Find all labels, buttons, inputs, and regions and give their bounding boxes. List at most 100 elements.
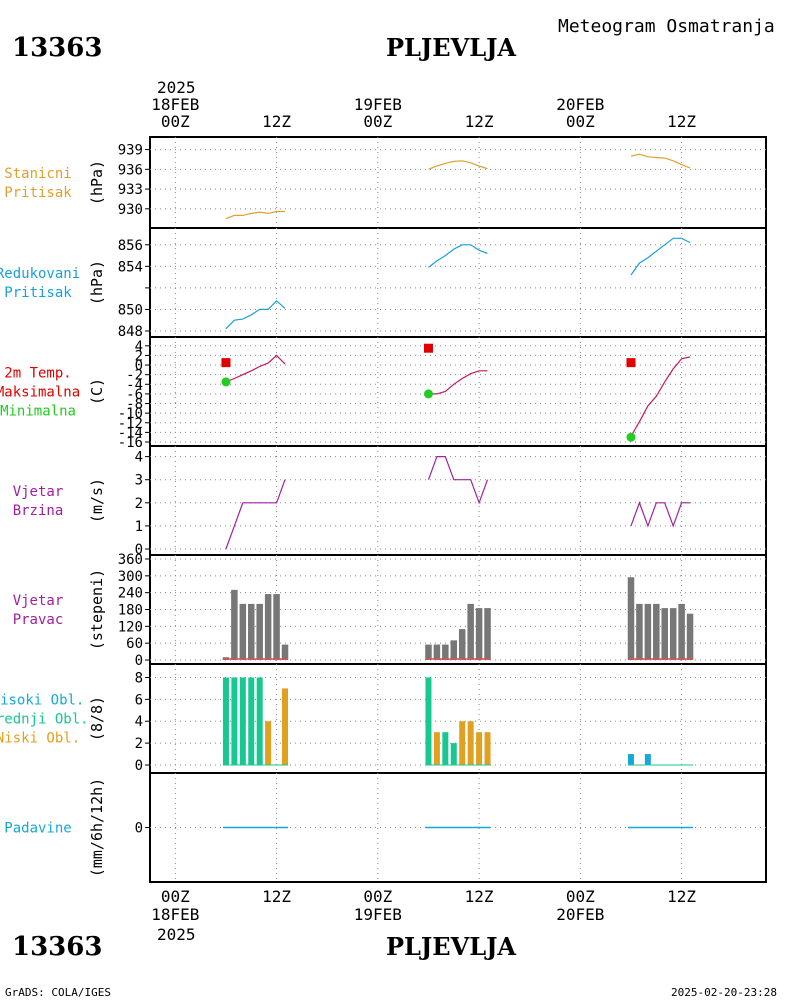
y-tick-label: 2 (135, 736, 143, 752)
station-id-top: 13363 (12, 33, 102, 63)
panel-label: Maksimalna (0, 385, 80, 401)
time-tick-label: 12Z (465, 887, 494, 906)
y-tick-label: 0 (135, 358, 143, 374)
cloud-bar (459, 721, 466, 765)
wind-direction-bar (273, 594, 280, 660)
panel-label: Srednji Obl. (0, 712, 89, 728)
date-label: 19FEB (354, 95, 402, 114)
max-temp-marker (423, 343, 433, 353)
panel-label: Pritisak (4, 185, 72, 201)
y-tick-label: 240 (118, 586, 143, 602)
min-temp-marker (626, 432, 636, 442)
panel-precipitation: 0 (mm/6h/12h) Padavine (4, 772, 767, 883)
y-tick-label: 60 (126, 636, 143, 652)
wind-direction-bar (669, 608, 677, 660)
wind-direction-bar (281, 644, 289, 660)
y-tick-label: 1 (135, 519, 143, 535)
y-tick-label: 4 (135, 714, 143, 730)
series-line (630, 501, 691, 528)
panel-label: Pritisak (4, 285, 72, 301)
cloud-bar (484, 732, 491, 765)
y-tick-label: 6 (135, 692, 143, 708)
panel-label: Vjetar (13, 593, 64, 609)
wind-direction-bar (636, 603, 643, 660)
timestamp: 2025-02-20-23:28 (671, 986, 777, 999)
panel-label: Vjetar (13, 484, 64, 500)
y-axis-unit: (hPa) (88, 160, 106, 205)
station-id-bottom: 13363 (12, 932, 102, 962)
year-top: 2025 (157, 78, 196, 97)
cloud-bar (248, 677, 255, 765)
y-tick-label: 854 (118, 259, 143, 275)
wind-direction-bar (475, 608, 483, 660)
series-line (225, 479, 286, 550)
cloud-bar (256, 677, 263, 765)
panel-label: Pravac (13, 612, 64, 628)
y-axis-unit: (mm/6h/12h) (88, 778, 106, 877)
series-line (225, 299, 286, 330)
y-tick-label: 4 (135, 339, 143, 355)
year-bottom: 2025 (157, 925, 196, 944)
wind-direction-bar (450, 640, 458, 660)
panel-frame (149, 336, 767, 447)
panel-frame (149, 445, 767, 556)
wind-direction-bar (467, 603, 474, 660)
series-line (427, 456, 489, 505)
wind-direction-bar (661, 608, 668, 660)
max-temp-marker (626, 358, 636, 368)
time-tick-label: 12Z (667, 112, 696, 131)
panel-label: Padavine (4, 821, 71, 837)
cloud-bar (282, 688, 289, 765)
y-axis-unit: (hPa) (88, 260, 106, 305)
wind-direction-bar (458, 629, 466, 660)
wind-direction-bar (644, 603, 652, 660)
panel-label: Stanicni (4, 166, 71, 182)
y-tick-label: -12 (118, 416, 143, 432)
wind-direction-bar (248, 603, 255, 660)
cloud-bar (433, 732, 440, 765)
series-line (225, 354, 286, 383)
wind-direction-bar (686, 613, 694, 660)
y-tick-label: 300 (118, 569, 143, 585)
y-tick-label: 933 (118, 182, 143, 198)
cloud-bar (476, 732, 483, 765)
series-line (428, 370, 488, 395)
chart-title: Meteogram Osmatranja (558, 16, 775, 37)
panel-temperature: 420-2-4-6-8-10-12-14-16 (C) 2m Temp. Maksim… (0, 336, 767, 451)
station-name-top: PLJEVLJA (386, 33, 516, 62)
y-tick-label: -14 (118, 425, 143, 441)
y-tick-label: 856 (118, 238, 143, 254)
y-tick-label: 939 (118, 143, 143, 159)
min-temp-marker (423, 389, 433, 399)
cloud-bar (467, 721, 474, 765)
cloud-bar (442, 732, 449, 765)
cloud-bar (222, 677, 229, 765)
time-tick-label: 12Z (262, 112, 291, 131)
y-tick-label: 930 (118, 202, 143, 218)
y-tick-label: 0 (135, 653, 143, 669)
panel-label: Brzina (13, 503, 64, 519)
y-axis-unit: (C) (88, 378, 106, 405)
panel-cloud-cover: 0 2 4 6 8 (8/8)Visoki Obl. Srednji Obl. Niski O… (0, 663, 767, 774)
cloud-bar (265, 721, 272, 765)
series-line (630, 153, 691, 169)
wind-direction-bar (653, 603, 660, 660)
wind-direction-bar (231, 589, 238, 660)
y-tick-label: -6 (126, 387, 143, 403)
y-tick-label: 850 (118, 302, 143, 318)
wind-direction-bar (627, 577, 635, 660)
wind-direction-bar (425, 644, 432, 660)
max-temp-marker (221, 358, 231, 368)
date-label: 20FEB (556, 95, 604, 114)
meteogram-panels: 930933936939(hPa)StanicniPritisak8488508… (0, 136, 767, 883)
cloud-bar (644, 754, 651, 765)
panel-reduced-pressure: 848 850 854 856 (hPa) Redukovani Pritisak (0, 227, 767, 340)
wind-direction-bar (433, 644, 441, 660)
y-tick-label: -4 (126, 377, 143, 393)
time-tick-label: 00Z (566, 112, 595, 131)
panel-wind-speed: 0 1 2 3 4 (m/s) Vjetar Brzina (13, 445, 767, 558)
y-tick-label: -16 (118, 435, 143, 451)
